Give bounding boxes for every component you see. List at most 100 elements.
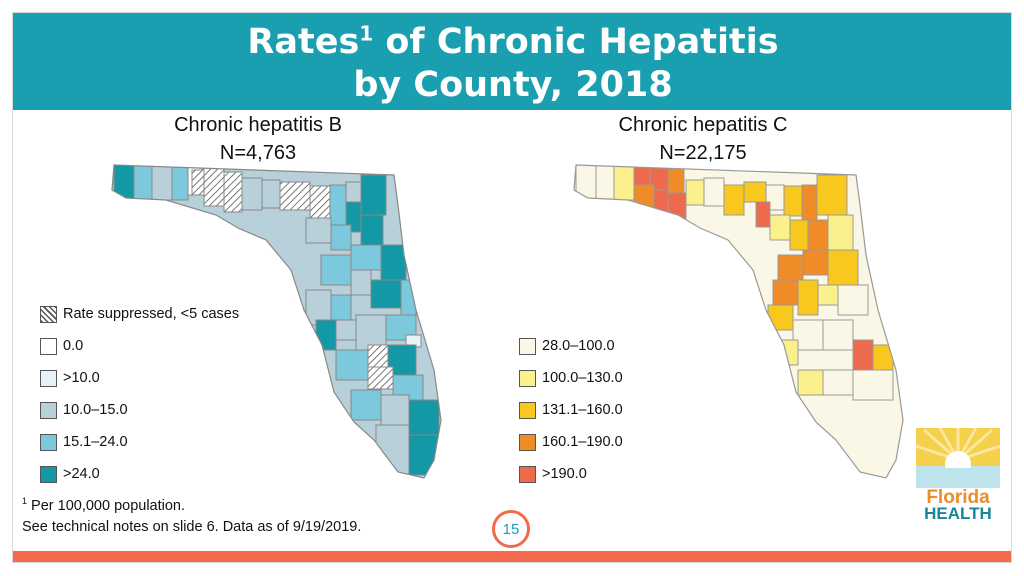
legend-item-suppressed: Rate suppressed, <5 cases — [40, 304, 239, 324]
legend-item-10-15: 10.0–15.0 — [40, 400, 128, 420]
county-hep-b — [305, 289, 332, 326]
legend-label: Rate suppressed, <5 cases — [63, 306, 240, 322]
legend-item-gt10: >10.0 — [40, 368, 100, 388]
legend-label: 160.1–190.0 — [542, 434, 623, 450]
county-hep-b — [305, 217, 332, 244]
county-hep-b — [203, 167, 225, 207]
county-hep-c — [801, 184, 818, 221]
county-hep-c — [613, 165, 635, 201]
county-hep-c — [653, 189, 669, 221]
county-hep-b — [360, 214, 384, 246]
county-hep-c — [797, 369, 824, 396]
county-hep-c — [777, 254, 804, 281]
county-hep-c — [822, 319, 854, 351]
county-hep-b — [350, 389, 382, 421]
legend-swatch — [40, 465, 57, 483]
footnote-text1: Per 100,000 population. — [27, 497, 186, 514]
county-hep-b — [360, 174, 387, 216]
legend-swatch-hatched — [40, 305, 57, 323]
footnote-marker: 1 — [22, 496, 28, 506]
county-hep-b — [113, 165, 135, 201]
legend-label: 15.1–24.0 — [63, 434, 128, 450]
county-hep-b — [380, 394, 410, 426]
county-hep-c — [789, 219, 809, 251]
legend-swatch — [519, 465, 536, 483]
county-hep-b — [350, 244, 382, 271]
county-hep-c — [817, 284, 839, 306]
legend-label: 131.1–160.0 — [542, 402, 623, 418]
florida-health-logo: Florida HEALTH — [916, 428, 1000, 520]
county-hep-b — [330, 294, 352, 321]
county-hep-c — [633, 184, 655, 216]
county-hep-b — [330, 224, 352, 251]
county-hep-c — [703, 177, 725, 207]
legend-swatch — [519, 369, 536, 387]
legend-label: >10.0 — [63, 370, 100, 386]
title-rates: Rates — [247, 22, 360, 62]
legend-swatch — [40, 337, 57, 355]
legend-swatch — [40, 369, 57, 387]
legend-item-131-160: 131.1–160.0 — [519, 400, 623, 420]
slide-title: Rates1 of Chronic Hepatitis by County, 2… — [13, 21, 1011, 107]
florida-outline-hep-c — [573, 164, 904, 479]
map-hep-b — [111, 164, 442, 479]
county-hep-c — [772, 279, 799, 306]
county-hep-c — [852, 339, 874, 371]
county-hep-c — [769, 214, 791, 241]
county-hep-c — [595, 165, 615, 201]
legend-label: 0.0 — [63, 338, 84, 354]
county-hep-c — [755, 201, 771, 228]
legend-swatch — [519, 433, 536, 451]
county-hep-b — [320, 254, 352, 286]
county-hep-b — [279, 181, 311, 211]
county-hep-c — [816, 174, 848, 216]
county-hep-b — [367, 344, 389, 368]
county-hep-b — [171, 165, 189, 201]
legend-item-zero: 0.0 — [40, 336, 83, 356]
legend-swatch — [40, 433, 57, 451]
county-hep-b — [345, 181, 362, 203]
county-hep-c — [802, 249, 829, 276]
legend-item-100-130: 100.0–130.0 — [519, 368, 623, 388]
legend-label: 100.0–130.0 — [542, 370, 623, 386]
legend-swatch — [519, 337, 536, 355]
map-title-hep-b: Chronic hepatitis B N=4,763 — [153, 111, 363, 167]
legend-label: >24.0 — [63, 466, 100, 482]
map-name-hep-b: Chronic hepatitis B — [174, 114, 342, 136]
county-hep-b — [223, 171, 243, 213]
florida-outline-hep-b — [111, 164, 442, 479]
county-hep-b — [380, 244, 407, 281]
county-hep-b — [335, 319, 357, 341]
county-hep-b — [335, 349, 369, 381]
county-hep-b — [350, 269, 372, 296]
footnote-line1: 1 Per 100,000 population. — [22, 491, 361, 517]
county-hep-c — [837, 284, 869, 316]
legend-swatch — [519, 401, 536, 419]
county-hep-c — [667, 167, 685, 194]
county-hep-c — [807, 219, 829, 251]
map-count-hep-c: N=22,175 — [659, 142, 747, 164]
county-hep-c — [852, 369, 894, 401]
county-hep-c — [827, 249, 859, 286]
county-hep-c — [767, 304, 794, 331]
logo-word-florida: Florida — [926, 487, 990, 508]
title-line1: of Chronic Hepatitis — [373, 22, 779, 62]
map-hep-c — [573, 164, 904, 479]
county-hep-b — [241, 177, 263, 211]
map-name-hep-c: Chronic hepatitis C — [618, 114, 788, 136]
legend-item-gt24: >24.0 — [40, 464, 100, 484]
county-hep-b — [309, 185, 331, 219]
logo-word-health: HEALTH — [924, 504, 992, 520]
title-bar: Rates1 of Chronic Hepatitis by County, 2… — [13, 13, 1011, 110]
title-line2: by County, 2018 — [353, 65, 673, 105]
legend-item-28-100: 28.0–100.0 — [519, 336, 615, 356]
county-hep-b — [370, 279, 402, 309]
legend-label: 28.0–100.0 — [542, 338, 615, 354]
county-hep-c — [797, 279, 819, 316]
county-hep-b — [133, 165, 153, 201]
footnote: 1 Per 100,000 population. See technical … — [22, 491, 361, 538]
county-hep-b — [191, 169, 205, 196]
footnote-line2: See technical notes on slide 6. Data as … — [22, 518, 362, 535]
legend-label: 10.0–15.0 — [63, 402, 128, 418]
county-hep-b — [367, 366, 394, 390]
